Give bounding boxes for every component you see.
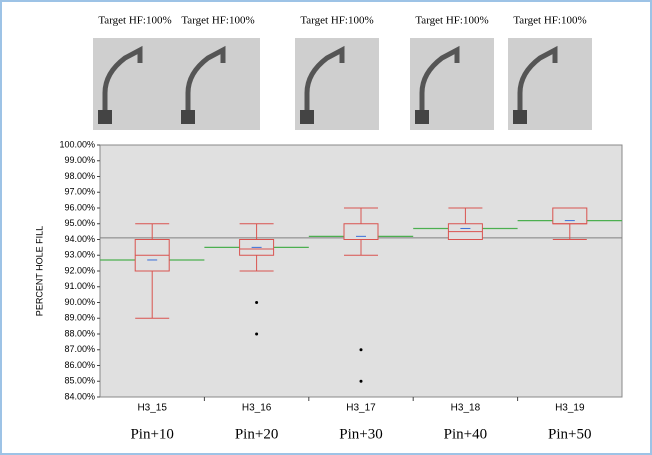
y-tick-label: 95.00% [64, 218, 95, 228]
image-caption: Target HF:100% [98, 15, 171, 27]
y-tick-label: 97.00% [64, 187, 95, 197]
y-tick-label: 89.00% [64, 313, 95, 323]
pin [304, 45, 345, 118]
y-axis-label: PERCENT HOLE FILL [34, 226, 44, 316]
image-caption: Target HF:100% [181, 15, 254, 27]
x-tick-label: H3_15 [137, 403, 167, 414]
pin [185, 45, 226, 118]
group-label: Pin+50 [548, 426, 591, 442]
pin-base [513, 110, 527, 124]
image-caption: Target HF:100% [513, 15, 586, 27]
y-tick-label: 91.00% [64, 281, 95, 291]
pin [517, 45, 558, 118]
pin-base [181, 110, 195, 124]
y-tick-label: 84.00% [64, 391, 95, 401]
outlier [255, 301, 259, 304]
outlier [255, 332, 259, 336]
outlier [359, 379, 363, 383]
y-tick-label: 85.00% [64, 376, 95, 386]
y-tick-label: 100.00% [59, 139, 95, 149]
pin [419, 45, 460, 118]
y-tick-label: 94.00% [64, 234, 95, 244]
plot-area [99, 144, 623, 398]
group-label: Pin+20 [235, 426, 278, 442]
y-tick-label: 86.00% [64, 360, 95, 370]
group-label: Pin+40 [444, 426, 487, 442]
pin-base [98, 110, 112, 124]
group-label: Pin+30 [339, 426, 382, 442]
y-tick-label: 93.00% [64, 250, 95, 260]
x-tick-label: H3_19 [555, 403, 585, 414]
box [552, 207, 588, 225]
group-label: Pin+10 [130, 426, 173, 442]
images: Target HF:100% Target HF:100% Target HF:10… [93, 15, 592, 130]
box [343, 223, 379, 240]
x-tick-label: H3_18 [451, 403, 481, 414]
y-tick-label: 87.00% [64, 344, 95, 354]
y-tick-label: 90.00% [64, 297, 95, 307]
image-caption: Target HF:100% [300, 15, 373, 27]
pin-base [415, 110, 429, 124]
x-tick-label: H3_16 [242, 403, 272, 414]
y-tick-label: 96.00% [64, 202, 95, 212]
y-tick-label: 99.00% [64, 155, 95, 165]
outlier [359, 348, 363, 352]
y-tick-label: 98.00% [64, 171, 95, 181]
y-tick-label: 88.00% [64, 328, 95, 338]
x-tick-label: H3_17 [346, 403, 376, 414]
image-caption: Target HF:100% [415, 15, 488, 27]
pin [102, 45, 143, 118]
y-tick-label: 92.00% [64, 265, 95, 275]
pin-base [300, 110, 314, 124]
